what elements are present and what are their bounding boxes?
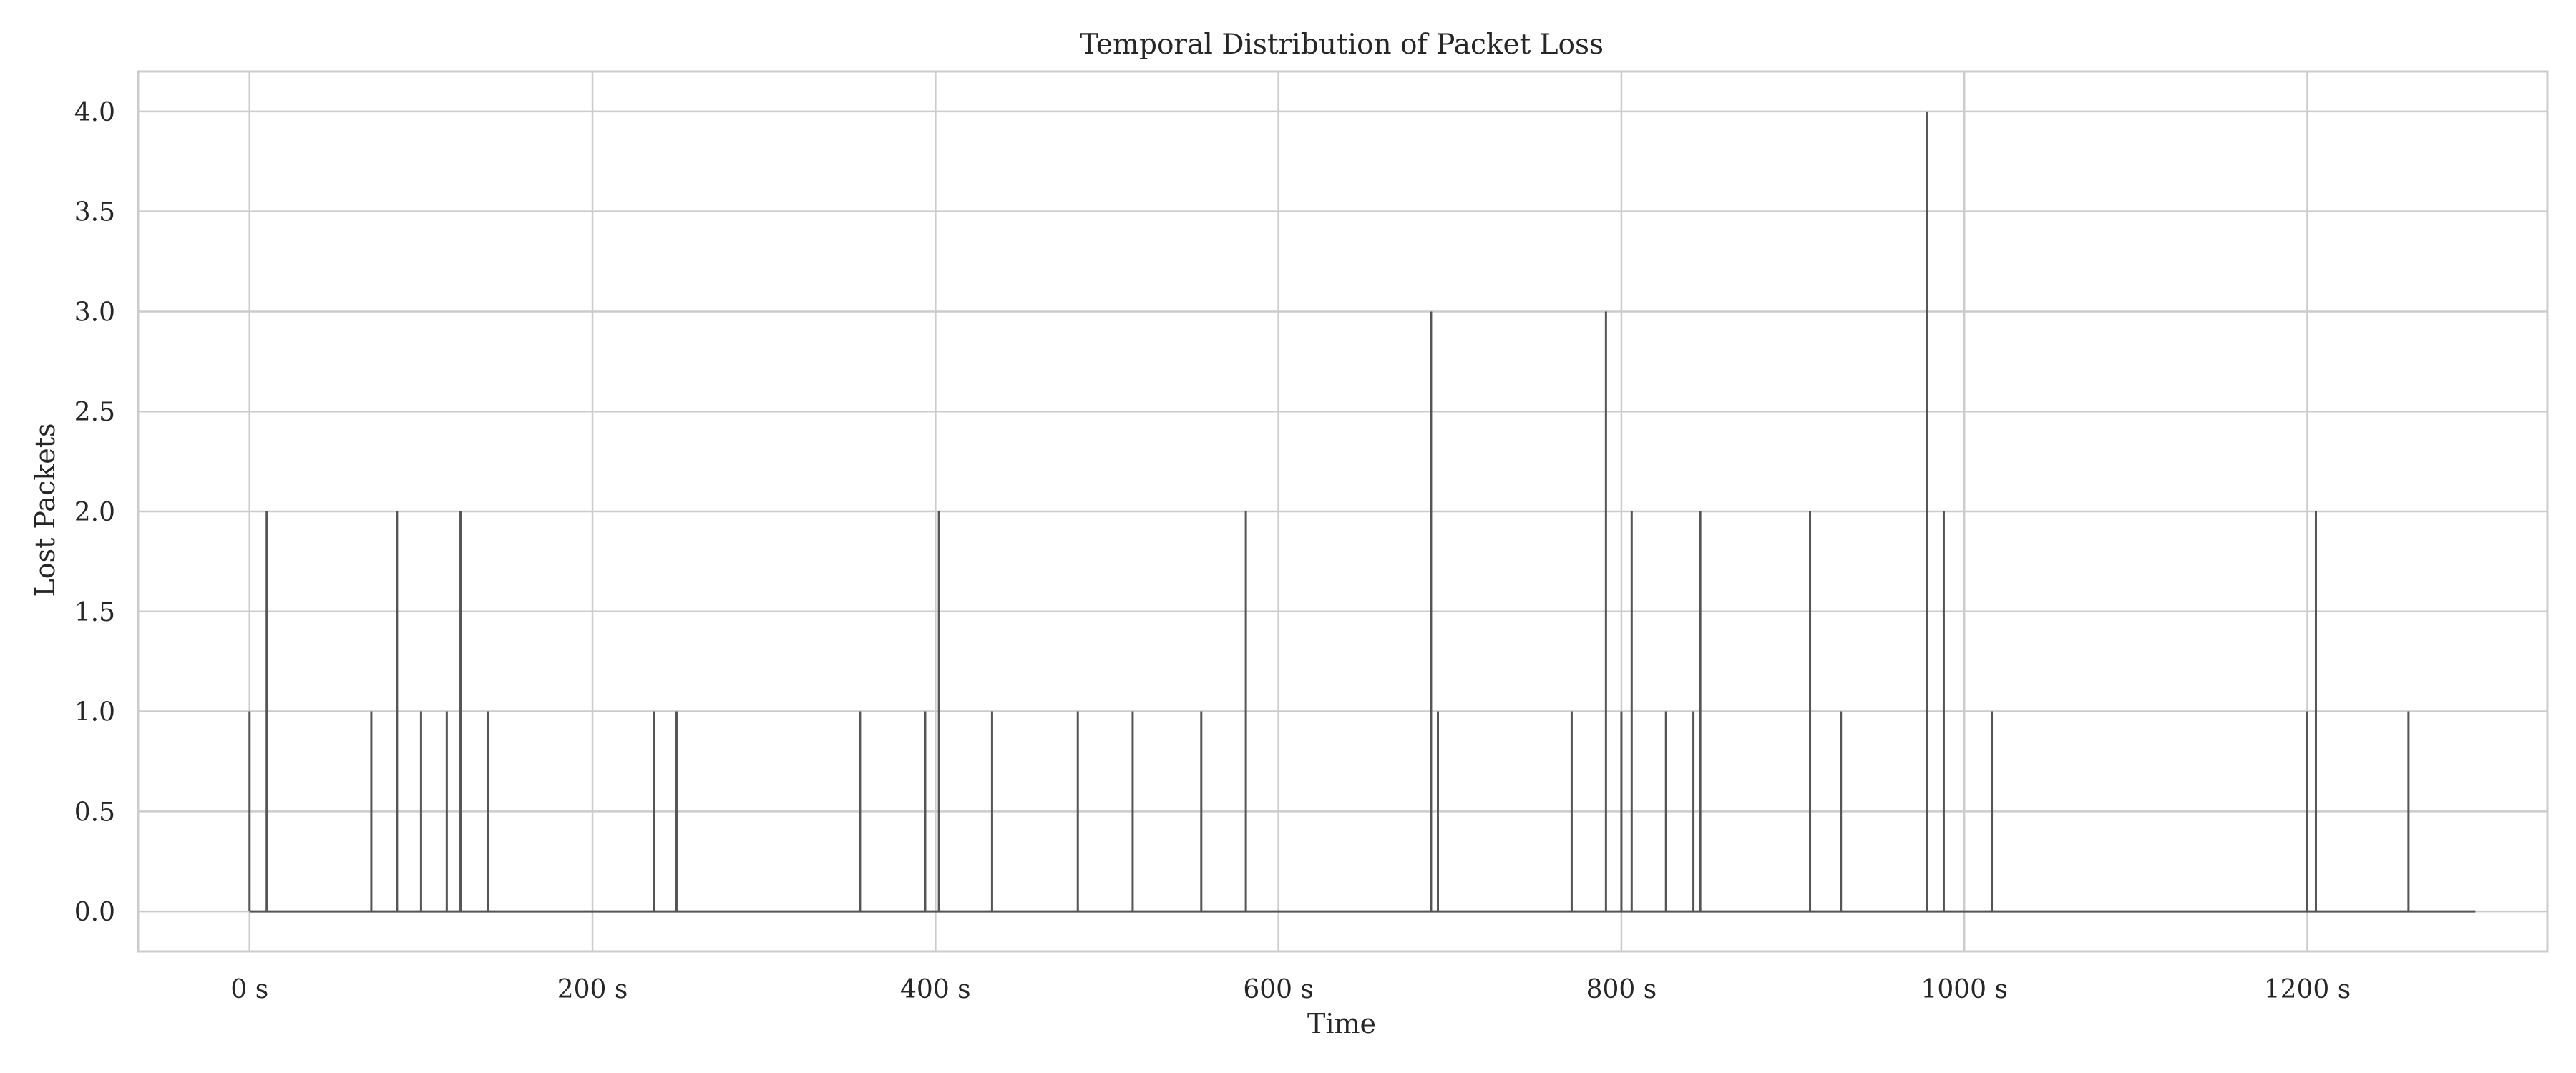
x-tick-label: 400 s (900, 975, 971, 1004)
x-tick-label: 200 s (557, 975, 628, 1004)
y-tick-label: 4.0 (74, 98, 115, 127)
x-tick-label: 1000 s (1921, 975, 2008, 1004)
chart-title: Temporal Distribution of Packet Loss (1080, 29, 1604, 61)
plot-frame (137, 70, 2549, 953)
y-tick-label: 3.5 (74, 198, 115, 227)
x-axis-label: Time (1307, 1008, 1376, 1039)
x-tick-label: 600 s (1243, 975, 1314, 1004)
y-tick-label: 2.5 (74, 398, 115, 427)
x-tick-label: 0 s (230, 975, 268, 1004)
y-tick-label: 3.0 (74, 298, 115, 327)
y-tick-label: 1.0 (74, 698, 115, 727)
y-tick-label: 2.0 (74, 498, 115, 527)
y-tick-label: 0.0 (74, 898, 115, 927)
x-tick-label: 800 s (1586, 975, 1657, 1004)
y-tick-label: 1.5 (74, 598, 115, 627)
data-layer (248, 111, 2476, 913)
y-axis-ticks: 0.0 0.5 1.0 1.5 2.0 2.5 3.0 3.5 4.0 (74, 98, 115, 927)
x-axis-ticks: 0 s 200 s 400 s 600 s 800 s 1000 s 1200 s (230, 975, 2351, 1004)
y-tick-label: 0.5 (74, 798, 115, 827)
x-tick-label: 1200 s (2264, 975, 2351, 1004)
y-axis-label: Lost Packets (29, 423, 61, 597)
